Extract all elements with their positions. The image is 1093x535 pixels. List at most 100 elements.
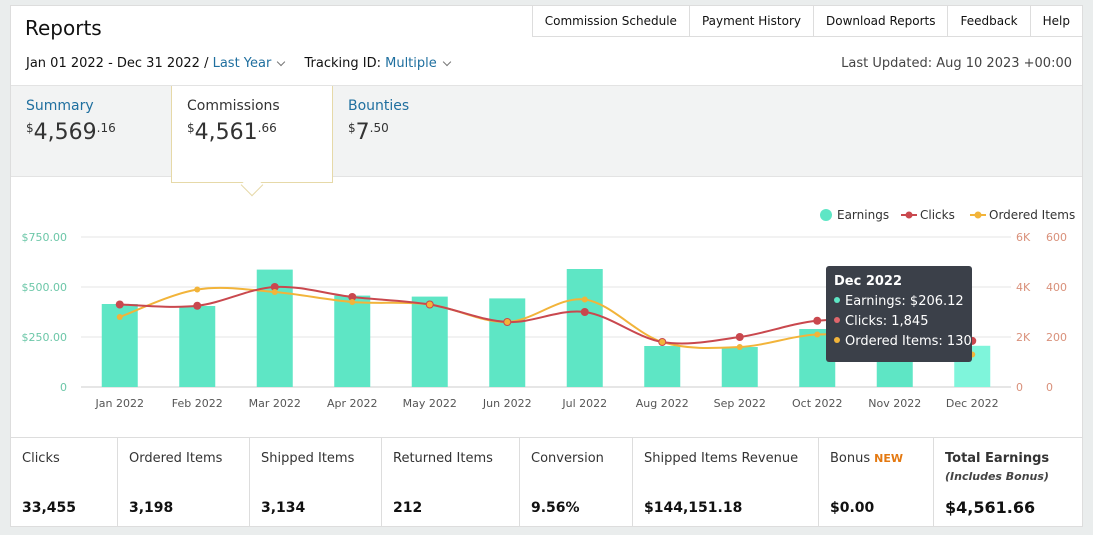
stat-total-earnings: Total Earnings (Includes Bonus) $4,561.6… [934, 438, 1082, 527]
stat-conversion: Conversion 9.56% [520, 438, 633, 527]
date-range-text: Jan 01 2022 - Dec 31 2022 / [26, 56, 209, 71]
ordered-items-point [814, 331, 821, 338]
right2-tick-label: 400 [1046, 281, 1067, 294]
report-tabs: Summary $4,569.16 Commissions $4,561.66 … [11, 85, 1082, 183]
tab-bounties[interactable]: Bounties $7.50 [333, 86, 493, 178]
stats-row: Clicks 33,455 Ordered Items 3,198 Shippe… [11, 437, 1082, 527]
stat-ordered-items: Ordered Items 3,198 [118, 438, 250, 527]
filters-bar: Jan 01 2022 - Dec 31 2022 / Last Year Tr… [26, 56, 456, 71]
last-updated-text: Last Updated: Aug 10 2023 +00:00 [841, 56, 1072, 71]
stat-bonus: Bonus NEW $0.00 [819, 438, 934, 527]
tab-bounties-value: $7.50 [348, 120, 389, 145]
x-tick-label: Jul 2022 [561, 397, 607, 410]
tooltip-earnings: Earnings: $206.12 [834, 292, 964, 312]
earnings-bar [179, 306, 216, 387]
stat-value: 33,455 [22, 500, 77, 516]
help-link[interactable]: Help [1030, 5, 1083, 37]
stat-sublabel: (Includes Bonus) [945, 470, 1049, 483]
payment-history-link[interactable]: Payment History [689, 5, 814, 37]
tab-summary-value: $4,569.16 [26, 120, 116, 145]
tooltip-title: Dec 2022 [834, 274, 903, 289]
chevron-down-icon[interactable] [442, 57, 451, 67]
download-reports-link[interactable]: Download Reports [813, 5, 949, 37]
earnings-bar [721, 347, 758, 387]
earnings-bar [644, 346, 681, 387]
tracking-id-dropdown[interactable]: Multiple [385, 56, 437, 71]
stat-label: Bonus NEW [830, 451, 903, 466]
tab-commissions-value: $4,561.66 [187, 120, 277, 145]
stat-value: 3,198 [129, 500, 174, 516]
earnings-dot-icon [834, 297, 840, 303]
right2-tick-label: 200 [1046, 331, 1067, 344]
reports-panel: Reports Commission Schedule Payment Hist… [10, 5, 1083, 527]
clicks-point [193, 301, 202, 310]
x-tick-label: Sep 2022 [714, 397, 766, 410]
stat-label: Clicks [22, 451, 60, 466]
stat-value: 3,134 [261, 500, 306, 516]
tab-bounties-label: Bounties [348, 98, 410, 114]
tab-commissions[interactable]: Commissions $4,561.66 [171, 86, 333, 183]
page-title: Reports [25, 16, 102, 40]
left-tick-label: $500.00 [22, 281, 68, 294]
right2-tick-label: 0 [1046, 381, 1053, 394]
x-tick-label: Apr 2022 [327, 397, 378, 410]
stat-shipped-items-revenue: Shipped Items Revenue $144,151.18 [633, 438, 819, 527]
x-tick-label: Feb 2022 [172, 397, 223, 410]
new-badge: NEW [874, 452, 903, 465]
stat-label: Shipped Items Revenue [644, 451, 799, 466]
stat-label: Ordered Items [129, 451, 223, 466]
earnings-bar [411, 296, 448, 387]
ordered-items-point [116, 314, 123, 320]
right1-tick-label: 2K [1016, 331, 1031, 344]
ordered-dot-icon [834, 337, 840, 343]
stat-label: Shipped Items [261, 451, 355, 466]
stat-label: Conversion [531, 451, 604, 466]
stat-value: $4,561.66 [945, 498, 1036, 517]
commission-schedule-link[interactable]: Commission Schedule [531, 5, 690, 37]
feedback-link[interactable]: Feedback [948, 5, 1031, 37]
earnings-bar [566, 269, 603, 387]
right1-tick-label: 6K [1016, 231, 1031, 244]
legend-label: Clicks [920, 208, 955, 222]
x-tick-label: Aug 2022 [636, 397, 689, 410]
period-dropdown[interactable]: Last Year [212, 56, 272, 71]
x-tick-label: Jan 2022 [95, 397, 144, 410]
chevron-down-icon[interactable] [277, 57, 286, 67]
ordered-items-point [659, 339, 666, 345]
legend-earnings-icon [820, 209, 832, 221]
stat-shipped-items: Shipped Items 3,134 [250, 438, 382, 527]
x-tick-label: Oct 2022 [792, 397, 843, 410]
x-tick-label: May 2022 [403, 397, 457, 410]
tab-summary[interactable]: Summary $4,569.16 [11, 86, 171, 178]
right1-tick-label: 4K [1016, 281, 1031, 294]
x-tick-label: Jun 2022 [482, 397, 532, 410]
clicks-dot-icon [834, 317, 840, 323]
legend-dot-icon [905, 211, 913, 219]
chart-tooltip: Dec 2022 Earnings: $206.12 Clicks: 1,845… [826, 266, 972, 362]
commissions-chart: 0 0 0 $250.00 2K 200 $500.00 4K 400 $750.00 6K 600 J… [11, 192, 1082, 432]
tab-summary-label: Summary [26, 98, 94, 114]
ordered-items-point [736, 344, 743, 350]
right2-tick-label: 600 [1046, 231, 1067, 244]
earnings-bar [489, 298, 526, 387]
tooltip-ordered: Ordered Items: 130 [834, 332, 972, 352]
stat-value: $0.00 [830, 500, 875, 516]
right1-tick-label: 0 [1016, 381, 1023, 394]
left-tick-label: $750.00 [22, 231, 68, 244]
ordered-items-point [426, 301, 433, 308]
x-tick-label: Mar 2022 [249, 397, 301, 410]
legend-dot-icon [974, 211, 982, 219]
ordered-items-point [349, 299, 356, 305]
chart-svg: 0 0 0 $250.00 2K 200 $500.00 4K 400 $750.00 6K 600 J… [22, 208, 1076, 410]
stat-label: Returned Items [393, 451, 493, 466]
clicks-point [270, 283, 279, 291]
top-nav: Commission Schedule Payment History Down… [531, 5, 1083, 37]
earnings-bar [334, 295, 371, 387]
tooltip-clicks: Clicks: 1,845 [834, 312, 964, 332]
clicks-point [735, 333, 744, 341]
left-tick-label: 0 [60, 381, 67, 394]
clicks-point [813, 316, 822, 325]
tracking-id-label: Tracking ID: [304, 56, 381, 71]
stat-value: 9.56% [531, 500, 580, 516]
ordered-items-point [194, 286, 201, 293]
